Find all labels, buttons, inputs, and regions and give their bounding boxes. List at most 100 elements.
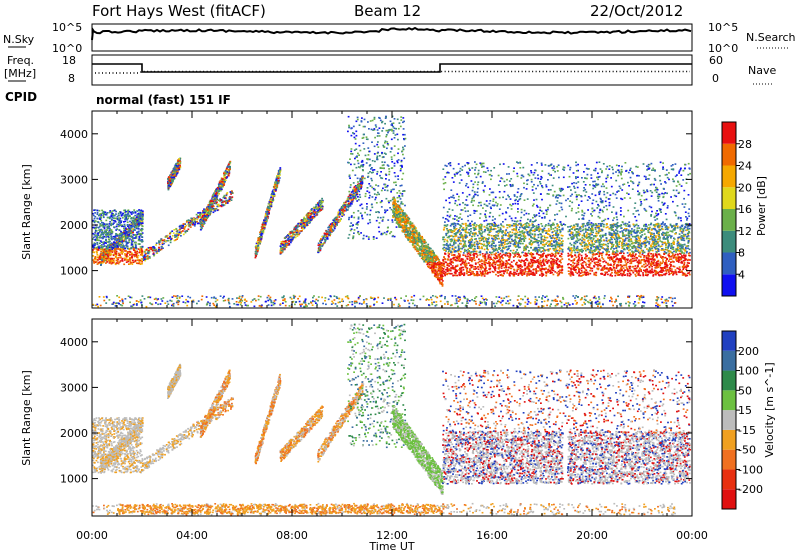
range-cell	[280, 303, 282, 305]
range-cell	[334, 295, 336, 297]
range-cell	[428, 299, 430, 301]
range-cell	[555, 305, 557, 307]
range-cell	[306, 224, 308, 226]
range-cell	[297, 224, 299, 226]
range-cell	[114, 239, 116, 241]
range-cell	[141, 236, 143, 238]
range-cell	[352, 191, 354, 193]
range-cell	[141, 260, 143, 262]
range-cell	[255, 251, 257, 253]
range-cell	[100, 264, 102, 266]
range-cell	[215, 190, 217, 192]
range-cell	[389, 207, 391, 209]
range-cell	[354, 174, 356, 176]
range-cell	[173, 229, 175, 231]
range-cell	[279, 170, 281, 172]
range-cell	[384, 146, 386, 148]
range-cell	[354, 306, 356, 308]
range-cell	[367, 223, 369, 225]
range-cell	[108, 257, 110, 259]
range-cell	[380, 120, 382, 122]
range-cell	[133, 254, 135, 256]
range-cell	[349, 301, 351, 303]
range-cell	[212, 195, 214, 197]
range-cell	[524, 296, 526, 298]
range-cell	[102, 262, 104, 264]
range-cell	[377, 171, 379, 173]
range-cell	[401, 160, 403, 162]
range-cell	[215, 193, 217, 195]
range-cell	[270, 196, 272, 198]
range-cell	[381, 200, 383, 202]
range-cell	[546, 305, 548, 307]
range-cell	[370, 306, 372, 308]
range-cell	[141, 241, 143, 243]
range-cell	[118, 217, 120, 219]
range-cell	[377, 156, 379, 158]
range-cell	[363, 134, 365, 136]
range-cell	[320, 240, 322, 242]
range-cell	[276, 179, 278, 181]
range-cell	[204, 212, 206, 214]
range-cell	[272, 195, 274, 197]
range-cell	[350, 153, 352, 155]
range-cell	[371, 207, 373, 209]
range-cell	[342, 211, 344, 213]
range-cell	[325, 297, 327, 299]
range-cell	[167, 301, 169, 303]
range-cell	[214, 210, 216, 212]
range-cell	[400, 119, 402, 121]
range-cell	[304, 300, 306, 302]
range-cell	[125, 227, 127, 229]
range-cell	[374, 199, 376, 201]
range-cell	[240, 304, 242, 306]
range-cell	[397, 197, 399, 199]
range-cell	[395, 299, 397, 301]
range-cell	[639, 296, 641, 298]
range-cell	[432, 295, 434, 297]
range-cell	[366, 208, 368, 210]
range-cell	[321, 200, 323, 202]
range-cell	[130, 261, 132, 263]
range-cell	[107, 246, 109, 248]
range-cell	[413, 295, 415, 297]
range-cell	[508, 296, 510, 298]
range-cell	[341, 298, 343, 300]
range-cell	[179, 297, 181, 299]
range-cell	[110, 254, 112, 256]
range-cell	[615, 299, 617, 301]
range-cell	[131, 263, 133, 265]
range-cell	[388, 168, 390, 170]
range-cell	[226, 192, 228, 194]
range-cell	[627, 296, 629, 298]
range-cell	[308, 217, 310, 219]
range-cell	[464, 298, 466, 300]
range-cell	[322, 237, 324, 239]
range-cell	[218, 193, 220, 195]
range-cell	[115, 218, 117, 220]
range-cell	[330, 229, 332, 231]
range-cell	[119, 261, 121, 263]
range-cell	[314, 301, 316, 303]
range-cell	[388, 179, 390, 181]
range-cell	[285, 305, 287, 307]
range-cell	[400, 168, 402, 170]
range-cell	[264, 225, 266, 227]
range-cell	[121, 215, 123, 217]
range-cell	[119, 233, 121, 235]
range-cell	[125, 231, 127, 233]
range-cell	[351, 135, 353, 137]
range-cell	[311, 208, 313, 210]
range-cell	[256, 241, 258, 243]
range-cell	[303, 218, 305, 220]
range-cell	[138, 240, 140, 242]
range-cell	[236, 301, 238, 303]
range-cell	[213, 304, 215, 306]
range-cell	[104, 258, 106, 260]
range-cell	[572, 295, 574, 297]
range-cell	[270, 299, 272, 301]
range-cell	[354, 196, 356, 198]
range-cell	[170, 238, 172, 240]
range-cell	[102, 238, 104, 240]
range-cell	[99, 258, 101, 260]
